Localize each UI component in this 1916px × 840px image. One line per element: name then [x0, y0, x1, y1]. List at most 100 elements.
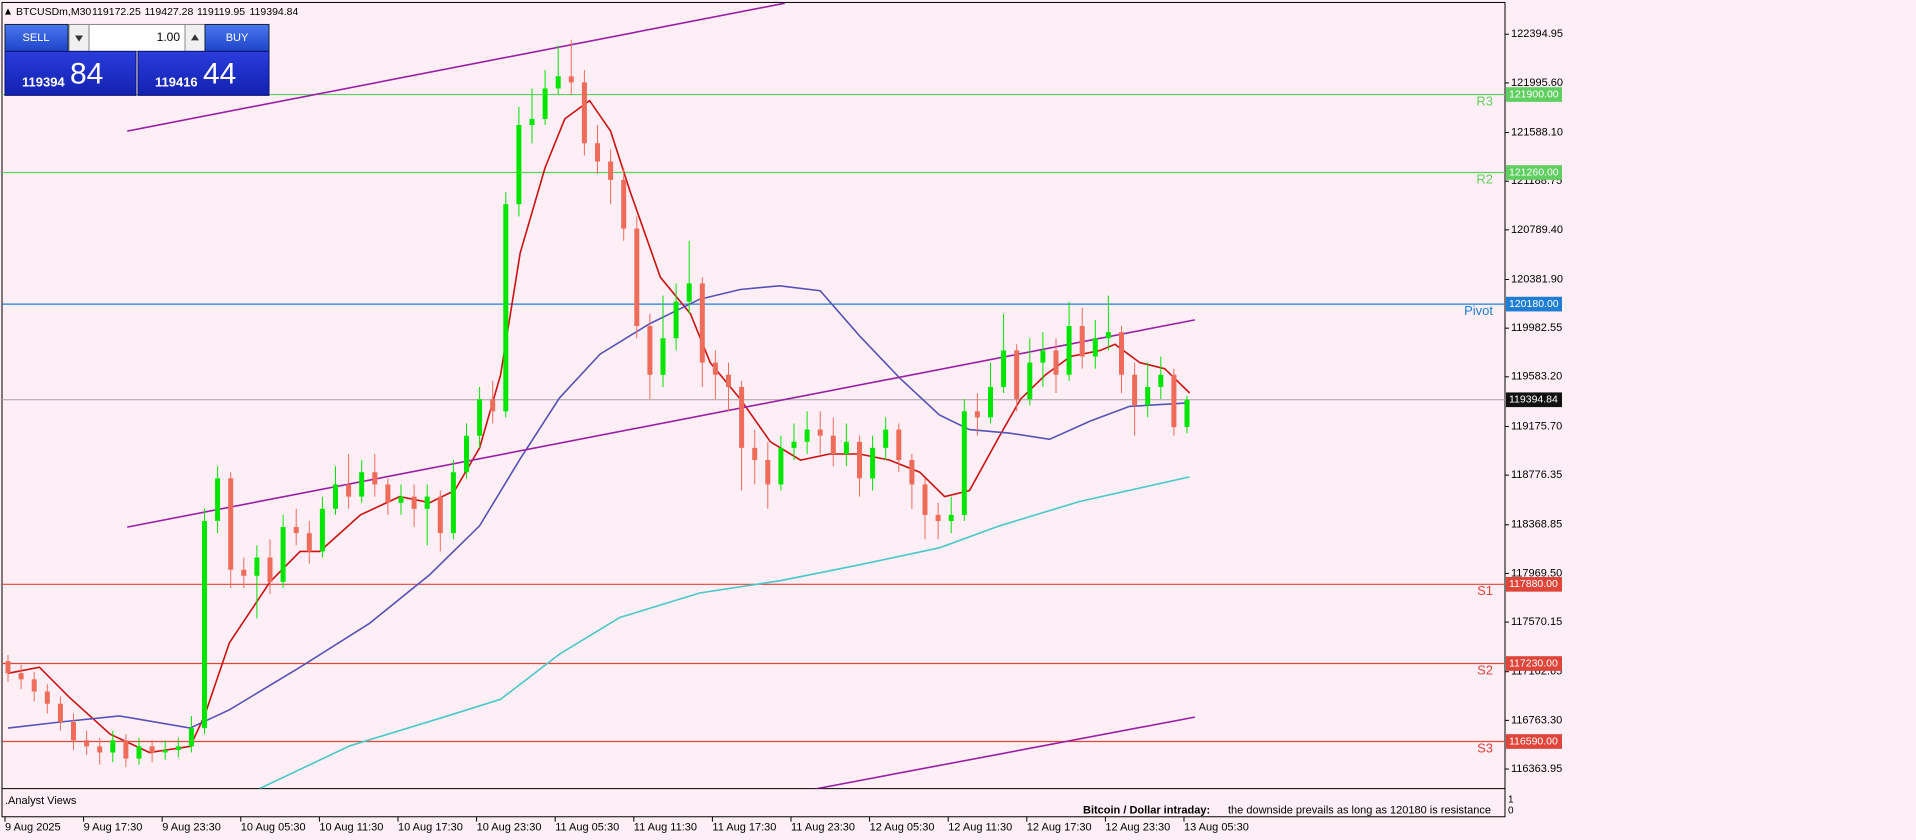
volume-input[interactable]	[88, 23, 186, 52]
candle-body	[1040, 350, 1046, 363]
candle-body	[215, 478, 221, 521]
candle-body	[1171, 374, 1177, 428]
candle-body	[922, 484, 928, 515]
y-tick-label: 116763.30	[1511, 714, 1562, 726]
candle-body	[31, 679, 37, 692]
candle-body	[18, 673, 24, 680]
buy-price-box[interactable]	[137, 50, 270, 96]
candle-body	[280, 527, 286, 582]
candle-body	[516, 125, 522, 205]
x-tick-label: 11 Aug 05:30	[555, 822, 619, 834]
plot-frame	[1, 1, 1506, 818]
candle-body	[935, 514, 941, 521]
y-tick-label: 116363.95	[1511, 763, 1562, 775]
candle-body	[699, 283, 705, 363]
candle-body	[202, 520, 207, 729]
candle-body	[726, 374, 731, 387]
candle-body	[581, 82, 587, 144]
candle-body	[306, 533, 312, 552]
x-tick-label: 11 Aug 23:30	[791, 822, 855, 834]
level-tag	[1506, 576, 1562, 592]
candle-body	[398, 496, 404, 503]
x-tick-label: 13 Aug 05:30	[1184, 822, 1249, 834]
candle-body	[647, 326, 653, 375]
candle-body	[555, 76, 561, 89]
level-tag-label: 116590.00	[1509, 735, 1558, 747]
level-tag	[1506, 87, 1562, 102]
candle-body	[595, 143, 600, 162]
candle-body	[712, 362, 718, 375]
candle-body	[621, 179, 627, 229]
candle-body	[765, 460, 771, 485]
x-tick-label: 9 Aug 17:30	[84, 822, 143, 834]
candle-body	[44, 691, 50, 704]
sell-pips: 84	[70, 58, 103, 91]
candle-body	[385, 484, 391, 503]
candle-body	[71, 722, 76, 741]
x-tick-label: 12 Aug 23:30	[1105, 822, 1170, 834]
level-name: R2	[1476, 171, 1493, 186]
panel-headline: Bitcoin / Dollar intraday:	[1083, 805, 1210, 817]
y-tick-label: 119175.70	[1511, 420, 1562, 432]
sell-price-box[interactable]	[4, 50, 137, 96]
candle-body	[346, 484, 352, 497]
level-name: Pivot	[1464, 303, 1493, 318]
y-tick-label: 117969.50	[1511, 567, 1562, 579]
candle-body	[450, 472, 456, 534]
x-tick-label: 11 Aug 11:30	[634, 822, 697, 834]
candle-body	[149, 746, 155, 753]
x-tick-label: 9 Aug 2025	[5, 822, 61, 834]
panel-text: the downside prevails as long as 120180 …	[1228, 805, 1491, 817]
candle-body	[175, 746, 181, 751]
sell-button[interactable]	[4, 23, 69, 52]
level-tag	[1506, 656, 1562, 671]
candle-body	[843, 441, 849, 454]
candle-body	[830, 435, 836, 454]
candle-body	[1027, 362, 1033, 400]
ohlc-value: 119427.28	[145, 6, 194, 18]
buy-label: BUY	[226, 32, 249, 44]
sell-label: SELL	[23, 32, 50, 44]
candle-body	[1053, 350, 1059, 375]
buy-price: 119416	[155, 75, 198, 90]
candle-body	[883, 429, 889, 448]
y-tick-label: 121588.10	[1511, 126, 1563, 138]
candle-body	[162, 750, 168, 753]
candle-body	[542, 88, 548, 119]
candle-body	[1001, 350, 1007, 387]
price-tag-label: 119394.84	[1509, 394, 1558, 406]
y-tick-label: 117570.15	[1511, 616, 1562, 628]
analyst-panel: .Analyst Views Bitcoin / Dollar intraday:…	[5, 795, 1491, 817]
candle-body	[411, 496, 417, 509]
level-tag-label: 117230.00	[1509, 657, 1558, 669]
level-tag-label: 117880.00	[1509, 578, 1558, 590]
candle-body	[57, 703, 63, 723]
ohlc-value: 119394.84	[250, 6, 299, 18]
candle-body	[267, 557, 273, 582]
buy-button[interactable]	[204, 23, 270, 52]
ohlc-value: 119172.25	[92, 6, 141, 18]
panel-title: .Analyst Views	[5, 795, 77, 807]
x-tick-label: 12 Aug 17:30	[1027, 822, 1092, 834]
candle-body	[123, 740, 129, 759]
candle-body	[1145, 386, 1151, 406]
candle-body	[1079, 326, 1085, 357]
arrow-down	[75, 35, 83, 42]
candle-body	[241, 569, 247, 576]
buy-pips: 44	[203, 58, 236, 91]
y-tick-label: 120381.90	[1511, 273, 1563, 285]
y-tick-label: 118368.85	[1511, 519, 1562, 531]
candle-body	[896, 429, 902, 461]
overlay-line	[127, 2, 785, 132]
candle-body	[817, 429, 823, 436]
volume: 1.00	[157, 30, 181, 44]
candle-body	[503, 204, 509, 412]
x-tick-label: 10 Aug 05:30	[241, 822, 306, 834]
y-tick-label: 122394.95	[1511, 28, 1563, 40]
y-tick-label: 118776.35	[1511, 469, 1562, 481]
candle-body	[529, 118, 535, 126]
x-tick-label: 11 Aug 17:30	[712, 822, 776, 834]
